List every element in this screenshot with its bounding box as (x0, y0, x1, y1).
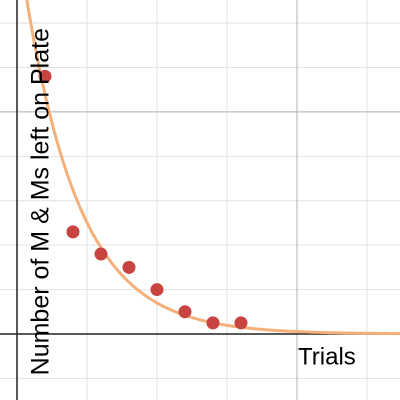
fit-curve (25, 0, 400, 336)
y-axis-label: Number of M & Ms left on Plate (27, 28, 55, 375)
data-point (94, 247, 108, 261)
data-point (206, 316, 220, 330)
marks (25, 0, 400, 336)
data-point (234, 316, 248, 330)
data-point (150, 283, 164, 297)
data-point (38, 69, 52, 83)
x-axis-label: Trials (298, 343, 356, 370)
data-point (122, 260, 136, 274)
data-point (178, 305, 192, 319)
data-point (66, 225, 80, 239)
